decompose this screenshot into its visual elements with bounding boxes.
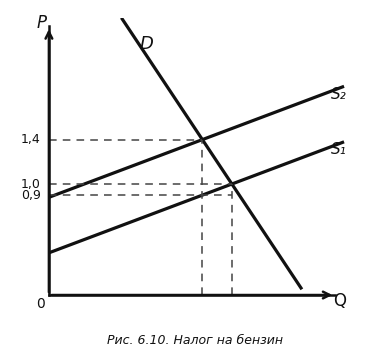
Text: D: D [139,35,153,53]
Text: 1,0: 1,0 [21,177,41,190]
Text: 0,9: 0,9 [21,189,41,202]
Text: 1,4: 1,4 [21,133,41,146]
Text: S₁: S₁ [331,142,346,157]
Text: Q: Q [333,292,346,309]
Text: Рис. 6.10. Налог на бензин: Рис. 6.10. Налог на бензин [107,334,283,346]
Text: S₂: S₂ [331,86,346,102]
Text: 0: 0 [35,297,44,311]
Text: P: P [37,14,46,32]
